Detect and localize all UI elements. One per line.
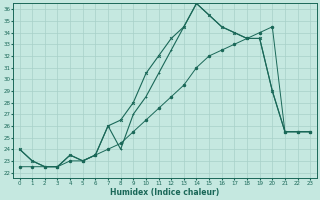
X-axis label: Humidex (Indice chaleur): Humidex (Indice chaleur) — [110, 188, 220, 197]
